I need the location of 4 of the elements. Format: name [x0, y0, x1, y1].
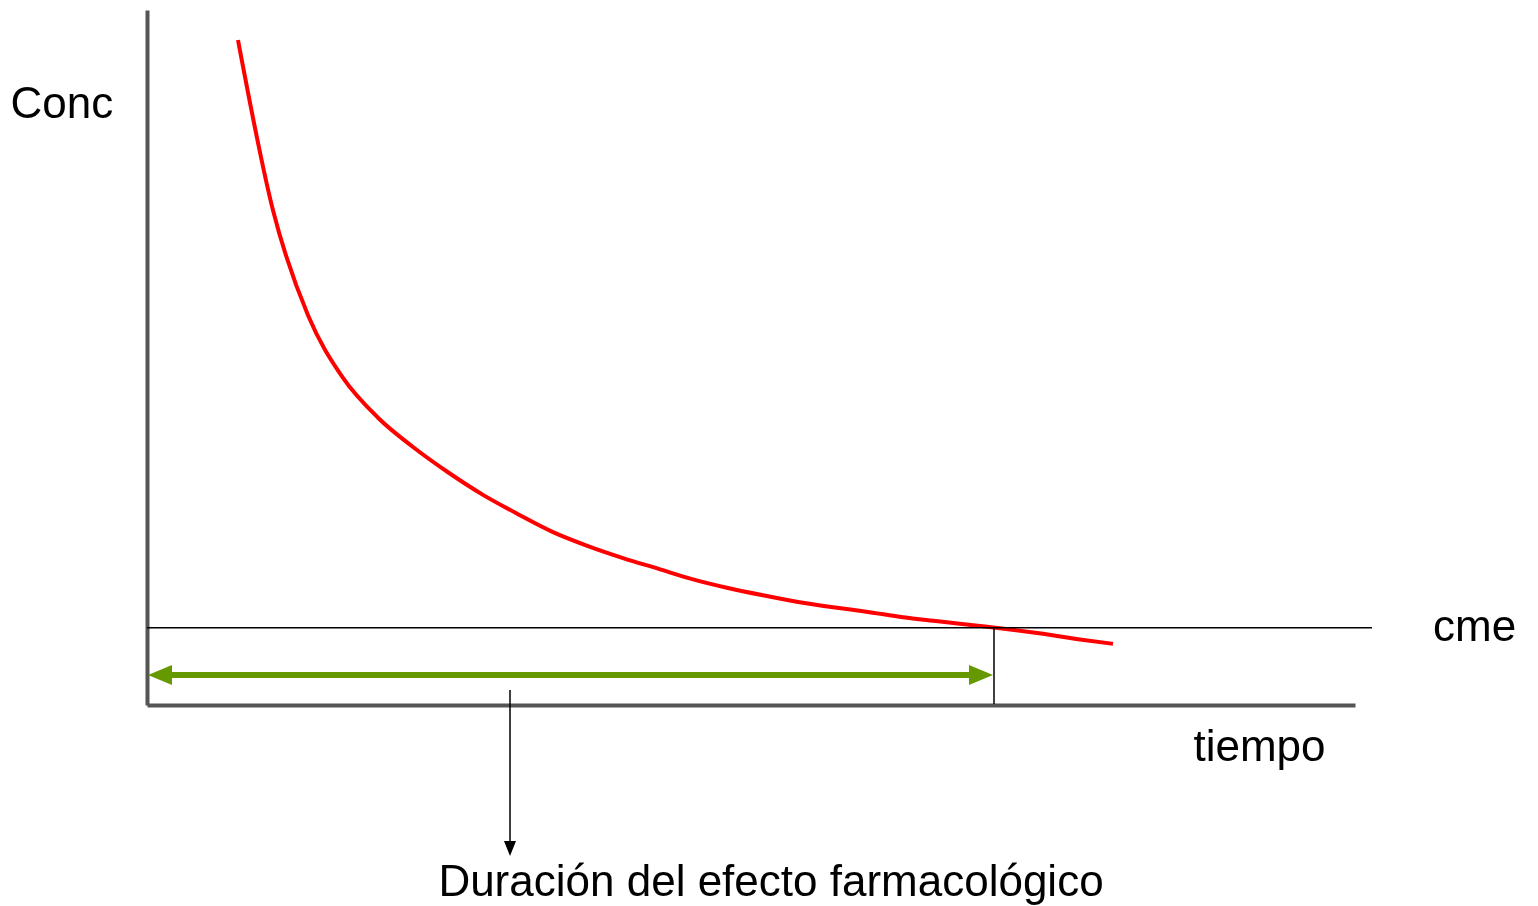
ref-line-label: cme	[1433, 600, 1517, 650]
y-axis-title: Conc	[10, 77, 114, 127]
text: Duración del efecto farmacológico	[438, 856, 1104, 905]
x-axis-title: tiempo	[1193, 720, 1326, 770]
